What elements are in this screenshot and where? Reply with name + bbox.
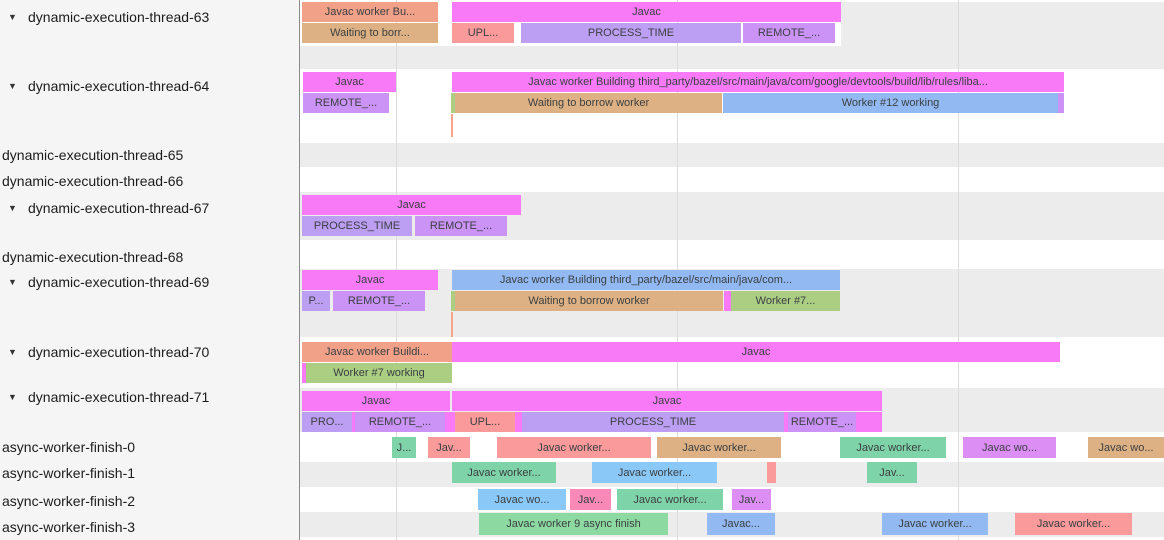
trace-slice[interactable] xyxy=(302,363,308,383)
trace-slice[interactable]: UPL... xyxy=(452,23,514,43)
trace-slice[interactable] xyxy=(451,93,457,113)
thread-track-label-async-worker-finish-3[interactable]: async-worker-finish-3 xyxy=(0,517,299,537)
track-background-stripe xyxy=(300,462,1164,487)
thread-name: async-worker-finish-3 xyxy=(2,519,136,535)
trace-slice[interactable]: Javac worker... xyxy=(452,462,556,483)
trace-slice[interactable]: Javac xyxy=(303,72,396,92)
trace-slice[interactable]: Javac worker... xyxy=(840,437,946,458)
thread-track-label-async-worker-finish-2[interactable]: async-worker-finish-2 xyxy=(0,491,299,511)
expand-triangle-icon[interactable]: ▼ xyxy=(8,392,17,402)
trace-slice[interactable]: Javac wo... xyxy=(1088,437,1164,458)
trace-slice[interactable]: P... xyxy=(302,291,330,311)
thread-name: dynamic-execution-thread-66 xyxy=(2,173,184,189)
trace-slice[interactable]: Javac xyxy=(302,391,450,411)
thread-track-label-dynamic-execution-thread-64[interactable]: ▼ dynamic-execution-thread-64 xyxy=(0,76,299,96)
time-gridline xyxy=(958,0,959,540)
trace-slice[interactable]: Javac worker 9 async finish xyxy=(479,513,668,535)
trace-slice[interactable]: Jav... xyxy=(570,489,611,510)
thread-track-label-dynamic-execution-thread-71[interactable]: ▼ dynamic-execution-thread-71 xyxy=(0,387,299,407)
trace-slice[interactable]: Javac... xyxy=(707,513,775,535)
trace-slice[interactable]: REMOTE_... xyxy=(333,291,425,311)
trace-slice[interactable]: PROCESS_TIME xyxy=(521,23,741,43)
track-background-stripe xyxy=(841,2,1164,46)
trace-slice[interactable]: Javac xyxy=(452,2,841,22)
trace-slice[interactable] xyxy=(451,291,457,311)
trace-slice[interactable]: Worker #7 working xyxy=(306,363,452,383)
expand-triangle-icon[interactable]: ▼ xyxy=(8,12,17,22)
trace-slice[interactable]: PRO... xyxy=(302,412,352,432)
thread-track-label-async-worker-finish-0[interactable]: async-worker-finish-0 xyxy=(0,437,299,457)
trace-slice[interactable]: J... xyxy=(392,437,416,458)
thread-track-label-async-worker-finish-1[interactable]: async-worker-finish-1 xyxy=(0,463,299,483)
trace-slice[interactable]: Jav... xyxy=(732,489,771,510)
thread-track-label-dynamic-execution-thread-68[interactable]: dynamic-execution-thread-68 xyxy=(0,247,299,267)
trace-slice[interactable]: Javac xyxy=(302,195,521,215)
instant-event-tick[interactable] xyxy=(451,312,453,337)
trace-slice[interactable]: Javac xyxy=(452,342,1060,362)
trace-slice[interactable]: UPL... xyxy=(455,412,515,432)
trace-slice[interactable]: Javac worker... xyxy=(617,489,723,510)
thread-track-label-dynamic-execution-thread-69[interactable]: ▼ dynamic-execution-thread-69 xyxy=(0,272,299,292)
trace-slice[interactable]: Waiting to borr... xyxy=(302,23,438,43)
trace-slice[interactable]: Javac xyxy=(452,391,882,411)
trace-slice[interactable]: REMOTE_... xyxy=(355,412,445,432)
trace-slice[interactable]: Worker #7... xyxy=(731,291,840,311)
trace-slice[interactable]: PROCESS_TIME xyxy=(522,412,784,432)
thread-name: dynamic-execution-thread-67 xyxy=(28,200,210,216)
thread-name-panel: ▼ dynamic-execution-thread-63 ▼ dynamic-exe… xyxy=(0,0,299,540)
trace-slice[interactable] xyxy=(724,291,731,311)
thread-name: dynamic-execution-thread-70 xyxy=(28,344,210,360)
trace-slice[interactable]: Jav... xyxy=(867,462,917,483)
track-background-stripe xyxy=(300,143,1164,167)
thread-name: dynamic-execution-thread-69 xyxy=(28,274,210,290)
thread-name: dynamic-execution-thread-71 xyxy=(28,389,210,405)
thread-name: async-worker-finish-1 xyxy=(2,465,136,481)
expand-triangle-icon[interactable]: ▼ xyxy=(8,81,17,91)
thread-track-label-dynamic-execution-thread-63[interactable]: ▼ dynamic-execution-thread-63 xyxy=(0,7,299,27)
trace-slice[interactable]: Javac worker... xyxy=(497,437,651,458)
trace-slice[interactable]: REMOTE_... xyxy=(415,216,507,236)
thread-name: dynamic-execution-thread-64 xyxy=(28,78,210,94)
trace-slice[interactable]: REMOTE_... xyxy=(303,93,389,113)
expand-triangle-icon[interactable]: ▼ xyxy=(8,347,17,357)
thread-name: dynamic-execution-thread-68 xyxy=(2,249,184,265)
trace-slice[interactable]: REMOTE_... xyxy=(788,412,856,432)
thread-name: dynamic-execution-thread-65 xyxy=(2,147,184,163)
trace-slice[interactable] xyxy=(767,462,776,483)
trace-slice[interactable]: Jav... xyxy=(428,437,470,458)
panel-divider xyxy=(299,0,300,540)
trace-slice[interactable]: Javac worker... xyxy=(882,513,988,535)
thread-name: dynamic-execution-thread-63 xyxy=(28,9,210,25)
trace-slice[interactable]: Javac wo... xyxy=(478,489,566,510)
trace-slice[interactable]: Worker #12 working xyxy=(723,93,1058,113)
trace-slice[interactable]: Waiting to borrow worker xyxy=(455,291,723,311)
trace-slice[interactable]: Javac worker... xyxy=(657,437,781,458)
thread-track-label-dynamic-execution-thread-67[interactable]: ▼ dynamic-execution-thread-67 xyxy=(0,198,299,218)
thread-track-label-dynamic-execution-thread-66[interactable]: dynamic-execution-thread-66 xyxy=(0,171,299,191)
expand-triangle-icon[interactable]: ▼ xyxy=(8,203,17,213)
thread-name: async-worker-finish-2 xyxy=(2,493,136,509)
instant-event-tick[interactable] xyxy=(451,114,453,137)
trace-slice[interactable]: Javac worker Bu... xyxy=(302,2,438,22)
trace-slice[interactable]: Javac wo... xyxy=(963,437,1056,458)
trace-slice[interactable]: Javac worker... xyxy=(592,462,717,483)
thread-track-label-dynamic-execution-thread-70[interactable]: ▼ dynamic-execution-thread-70 xyxy=(0,342,299,362)
trace-slice[interactable] xyxy=(1058,93,1064,113)
thread-track-label-dynamic-execution-thread-65[interactable]: dynamic-execution-thread-65 xyxy=(0,145,299,165)
trace-slice[interactable]: Javac worker Building third_party/bazel/… xyxy=(452,72,1064,92)
trace-slice[interactable]: REMOTE_... xyxy=(743,23,835,43)
trace-slice[interactable]: Javac worker Buildi... xyxy=(302,342,452,362)
trace-slice[interactable]: Javac xyxy=(302,270,438,290)
track-background-stripe xyxy=(300,46,1164,69)
expand-triangle-icon[interactable]: ▼ xyxy=(8,277,17,287)
trace-slice[interactable]: PROCESS_TIME xyxy=(302,216,412,236)
trace-slice[interactable]: Javac worker... xyxy=(1015,513,1132,535)
trace-slice[interactable]: Javac worker Building third_party/bazel/… xyxy=(452,270,840,290)
thread-name: async-worker-finish-0 xyxy=(2,439,136,455)
trace-slice[interactable]: Waiting to borrow worker xyxy=(455,93,722,113)
